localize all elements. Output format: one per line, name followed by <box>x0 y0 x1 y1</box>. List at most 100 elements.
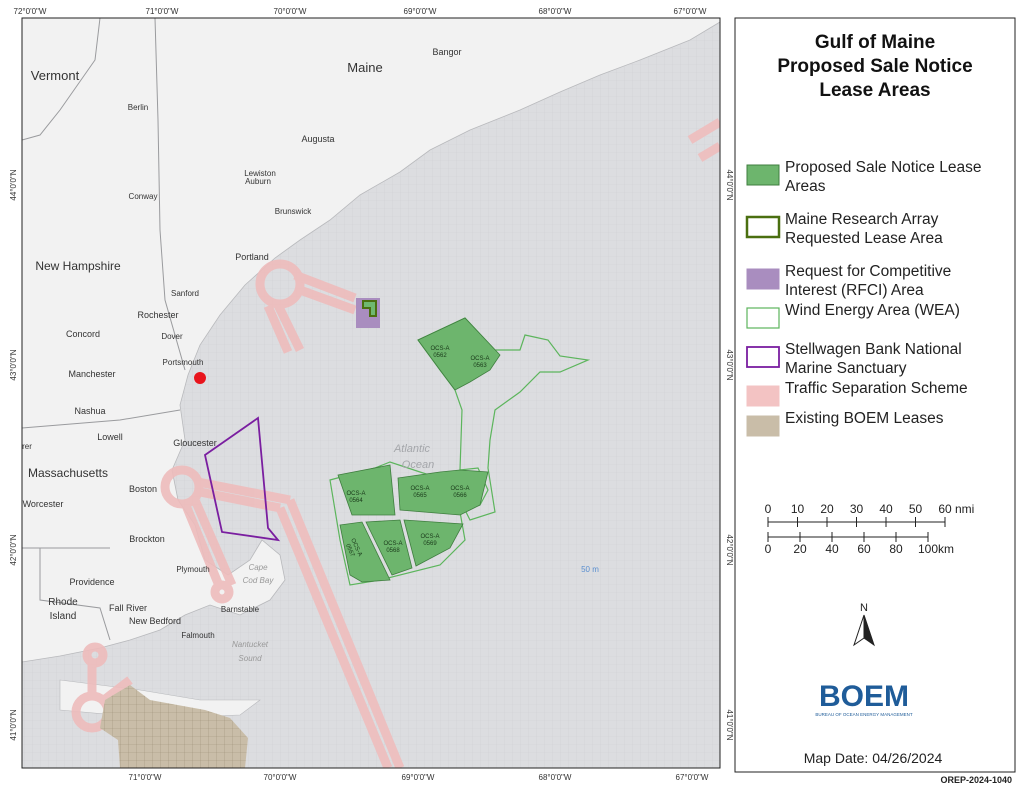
scale-label: 40 <box>825 542 839 556</box>
place-label: Rhode <box>48 597 78 608</box>
legend-label: Stellwagen Bank National <box>785 341 962 358</box>
place-label: Conway <box>129 192 158 201</box>
place-label: Worcester <box>23 499 64 509</box>
place-label: Bangor <box>432 47 461 57</box>
legend-swatch <box>746 415 780 437</box>
graticule-label: 70°0'0"W <box>274 7 307 16</box>
place-label: Brunswick <box>275 207 312 216</box>
place-label: Portsmouth <box>163 358 204 367</box>
graticule-label: 44°0'0"N <box>9 169 18 200</box>
place-label: Providence <box>69 577 114 587</box>
stellwagen-sanctuary <box>203 416 281 542</box>
legend-swatch <box>745 215 781 239</box>
scale-label: 30 <box>850 502 864 516</box>
lease-label-line: 0568 <box>386 548 400 554</box>
legend-label: Areas <box>785 178 826 195</box>
logo-subtitle: BUREAU OF OCEAN ENERGY MANAGEMENT <box>815 712 912 717</box>
place-label: Fall River <box>109 603 147 613</box>
north-label: N <box>860 602 868 614</box>
state-border <box>154 18 186 371</box>
lease-area <box>397 469 489 516</box>
map-frame <box>21 17 721 769</box>
land <box>22 18 720 663</box>
place-label: Boston <box>129 484 157 494</box>
place-label: Cod Bay <box>243 576 275 585</box>
graticule-label: 41°0'0"N <box>725 709 734 740</box>
place-label: Nashua <box>74 406 105 416</box>
legend-frame <box>734 17 1016 773</box>
graticule-label: 42°0'0"N <box>9 534 18 565</box>
lease-label-line: 0566 <box>453 493 467 499</box>
map-body: VermontMaineBangorBerlinAugustaLewistonA… <box>22 18 720 768</box>
place-label: Barnstable <box>221 605 260 614</box>
legend-swatch <box>746 346 780 368</box>
place-label: Ocean <box>402 459 434 471</box>
legend-label: Marine Sanctuary <box>785 360 907 377</box>
lease-area <box>417 317 501 391</box>
place-label: Portland <box>235 252 269 262</box>
graticule-label: 67°0'0"W <box>674 7 707 16</box>
existing-boem-leases-grid <box>100 685 248 768</box>
place-label: Sound <box>238 654 262 663</box>
place-label: Massachusetts <box>28 466 108 480</box>
state-border <box>22 18 101 141</box>
graticule-label: 71°0'0"W <box>146 7 179 16</box>
legend-title: Lease Areas <box>819 80 930 101</box>
legend-swatch <box>746 307 780 329</box>
graticule-label: 70°0'0"W <box>264 773 297 782</box>
legend-label: Request for Competitive <box>785 263 951 280</box>
legend-label: Proposed Sale Notice Lease <box>785 159 981 176</box>
place-label: Dover <box>161 332 183 341</box>
graticule-label: 41°0'0"N <box>9 709 18 740</box>
lease-area <box>365 519 413 576</box>
graticule-label: 42°0'0"N <box>725 534 734 565</box>
map-date: Map Date: 04/26/2024 <box>804 750 943 766</box>
lease-label: OCS-A 0569 <box>420 534 439 547</box>
place-label: Maine <box>347 60 382 75</box>
graticule-label: 43°0'0"N <box>9 349 18 380</box>
place-label: Falmouth <box>181 631 214 640</box>
lease-label-line: OCS-A <box>383 541 402 547</box>
lease-area <box>337 464 396 516</box>
logo: BOEM <box>819 680 909 713</box>
legend-label: Traffic Separation Scheme <box>785 380 968 397</box>
scale-unit: km <box>938 542 954 556</box>
lease-label-line: OCS-A <box>430 346 449 352</box>
legend-label: Interest (RFCI) Area <box>785 282 924 299</box>
legend-label: Wind Energy Area (WEA) <box>785 302 960 319</box>
place-labels: VermontMaineBangorBerlinAugustaLewistonA… <box>22 47 599 663</box>
scale-label: 20 <box>793 542 807 556</box>
place-label: Gloucester <box>173 438 217 448</box>
place-label: Manchester <box>68 369 115 379</box>
graticule-label: 71°0'0"W <box>129 773 162 782</box>
lease-label: OCS-A 0568 <box>383 541 402 554</box>
scale-label: 20 <box>820 502 834 516</box>
graticule-label: 68°0'0"W <box>539 773 572 782</box>
legend-title: Proposed Sale Notice <box>777 56 972 77</box>
place-label: New Hampshire <box>35 259 121 273</box>
lease-label-line: 0569 <box>423 541 437 547</box>
place-label: Vermont <box>31 68 80 83</box>
lease-label-line: OCS-A <box>450 486 469 492</box>
lease-label: OCS-A 0566 <box>450 486 469 499</box>
graticule-label: 69°0'0"W <box>404 7 437 16</box>
lease-label-line: 0562 <box>433 353 447 359</box>
graticule-label: 69°0'0"W <box>402 773 435 782</box>
legend: Gulf of Maine Proposed Sale Notice Lease A… <box>745 32 1012 785</box>
lease-label-line: 0564 <box>349 498 363 504</box>
legend-title: Gulf of Maine <box>815 32 935 53</box>
lease-label-line: OCS-A <box>410 486 429 492</box>
research-array <box>362 300 377 317</box>
graticule-label: 72°0'0"W <box>14 7 47 16</box>
state-border <box>39 548 111 641</box>
graticule-label: 68°0'0"W <box>539 7 572 16</box>
marker <box>194 372 206 384</box>
place-label: Brockton <box>129 534 165 544</box>
scale-label: 60 <box>938 502 952 516</box>
graticule-labels: 72°0'0"W 71°0'0"W 70°0'0"W 69°0'0"W 68°0'0"W… <box>9 7 734 782</box>
place-label: Rochester <box>137 310 178 320</box>
